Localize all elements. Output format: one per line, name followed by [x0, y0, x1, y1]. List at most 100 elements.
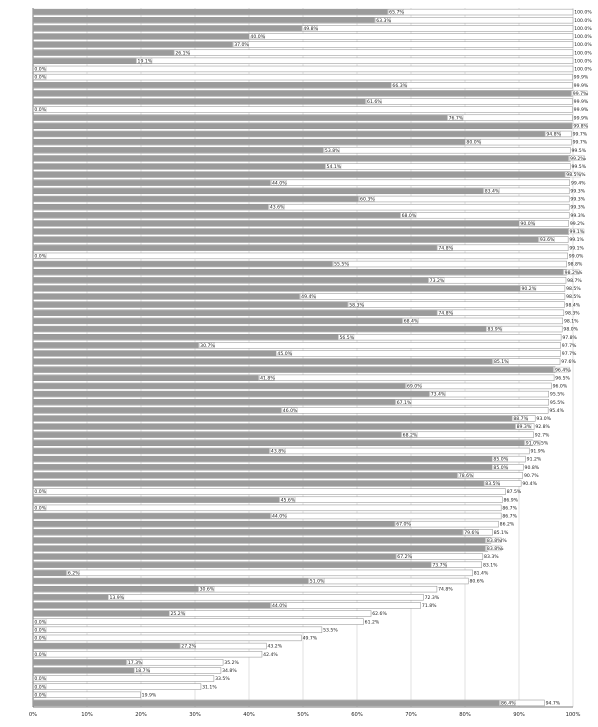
data-label-box: [268, 204, 285, 210]
data-label-outer: 99.1%: [569, 245, 584, 251]
data-label-box: [406, 383, 422, 389]
bar-inner: [33, 602, 271, 609]
data-label-inner: 30.6%: [200, 587, 215, 593]
data-label-box: [524, 440, 541, 446]
data-label-outer: 99.4%: [571, 180, 586, 186]
data-label-box: [271, 513, 287, 519]
data-label-outer: 53.5%: [323, 627, 338, 633]
data-label-outer: 98.4%: [566, 302, 581, 308]
bar-inner: [33, 17, 375, 23]
bar-inner: [33, 383, 406, 389]
data-label-outer: 49.7%: [303, 636, 318, 642]
data-label-inner: 94.8%: [546, 132, 561, 138]
data-label-outer: 92.7%: [535, 432, 550, 438]
data-label-outer: 99.3%: [570, 188, 585, 194]
bar-inner: [33, 480, 484, 487]
data-label-inner: 88.7%: [513, 416, 528, 422]
data-label-box: [308, 578, 325, 584]
data-label-outer: 97.7%: [562, 351, 577, 357]
data-label-inner: 55.5%: [334, 262, 349, 268]
bar-inner: [33, 33, 249, 40]
data-label-box: [271, 602, 287, 608]
data-label-inner: 68.4%: [404, 319, 419, 325]
data-label-inner: 46.0%: [283, 408, 298, 414]
data-label-box: [269, 448, 286, 454]
x-tick-label: 50%: [297, 712, 309, 718]
data-label-outer: 74.8%: [438, 587, 453, 593]
data-label-box: [180, 643, 196, 649]
data-label-inner: 44.0%: [272, 603, 287, 609]
data-label-box: [428, 277, 445, 283]
bar-inner: [33, 350, 276, 357]
data-label-box: [519, 220, 536, 226]
data-label-outer: 85.1%: [494, 530, 509, 536]
data-label-box: [437, 310, 453, 316]
data-label-inner: 26.1%: [175, 50, 190, 56]
data-label-box: [33, 692, 47, 698]
data-label-box: [485, 537, 502, 543]
data-label-inner: 25.2%: [170, 611, 185, 617]
data-label-inner: 0.0%: [34, 67, 46, 73]
data-label-box: [281, 407, 298, 413]
data-label-inner: 93.6%: [540, 237, 555, 243]
bar-inner: [33, 326, 487, 332]
data-label-box: [563, 269, 580, 275]
data-label-outer: 99.3%: [570, 197, 585, 203]
bar-inner: [33, 456, 492, 462]
data-label-outer: 98.0%: [563, 327, 578, 333]
bar-inner: [33, 578, 309, 584]
data-label-inner: 86.4%: [501, 701, 516, 707]
bar-inner: [33, 367, 554, 373]
bar-inner: [33, 310, 437, 316]
data-label-outer: 61.2%: [365, 619, 380, 625]
data-label-box: [485, 545, 502, 552]
bar-inner: [33, 700, 500, 706]
bar-inner: [33, 302, 348, 308]
data-label-inner: 53.8%: [325, 148, 340, 154]
x-tick-label: 90%: [513, 712, 525, 718]
data-label-inner: 56.5%: [340, 335, 355, 341]
data-label-box: [515, 423, 532, 430]
data-label-inner: 58.3%: [349, 302, 364, 308]
data-label-outer: 100.0%: [574, 42, 592, 48]
data-label-inner: 96.4%: [555, 367, 570, 373]
data-label-box: [300, 293, 316, 300]
data-label-outer: 91.9%: [530, 449, 545, 455]
data-label-outer: 99.7%: [573, 140, 588, 146]
data-label-inner: 0.0%: [34, 75, 46, 81]
data-label-inner: 45.6%: [281, 497, 296, 503]
data-label-box: [33, 74, 47, 80]
data-label-outer: 99.9%: [574, 75, 589, 81]
data-label-inner: 17.3%: [128, 660, 143, 666]
data-label-box: [465, 139, 482, 145]
bar-inner: [33, 594, 109, 600]
data-label-outer: 99.9%: [574, 107, 589, 113]
data-label-box: [66, 570, 80, 576]
data-label-inner: 99.8%: [573, 123, 588, 129]
data-label-box: [136, 58, 153, 64]
data-label-inner: 40.0%: [250, 34, 265, 40]
data-label-box: [486, 326, 503, 332]
data-label-outer: 91.2%: [527, 457, 542, 463]
bar-inner: [33, 180, 271, 186]
data-label-box: [545, 131, 561, 137]
bar-inner: [33, 261, 333, 267]
bar-inner: [33, 545, 486, 552]
x-tick-label: 70%: [405, 712, 417, 718]
data-label-inner: 69.0%: [407, 384, 422, 390]
x-tick-label: 0%: [29, 712, 37, 718]
data-label-outer: 99.1%: [569, 237, 584, 243]
data-label-inner: 91.0%: [526, 440, 541, 446]
data-label-inner: 61.6%: [367, 99, 382, 105]
data-label-outer: 90.8%: [525, 465, 540, 471]
data-label-outer: 33.5%: [215, 676, 230, 682]
data-label-inner: 0.0%: [34, 505, 46, 511]
data-label-inner: 99.2%: [570, 156, 585, 162]
bar-outer: [32, 618, 364, 625]
data-label-outer: 86.7%: [502, 514, 517, 520]
data-label-inner: 37.0%: [234, 42, 249, 48]
data-label-box: [33, 106, 47, 113]
data-label-box: [375, 17, 391, 23]
data-label-inner: 90.0%: [520, 221, 535, 227]
